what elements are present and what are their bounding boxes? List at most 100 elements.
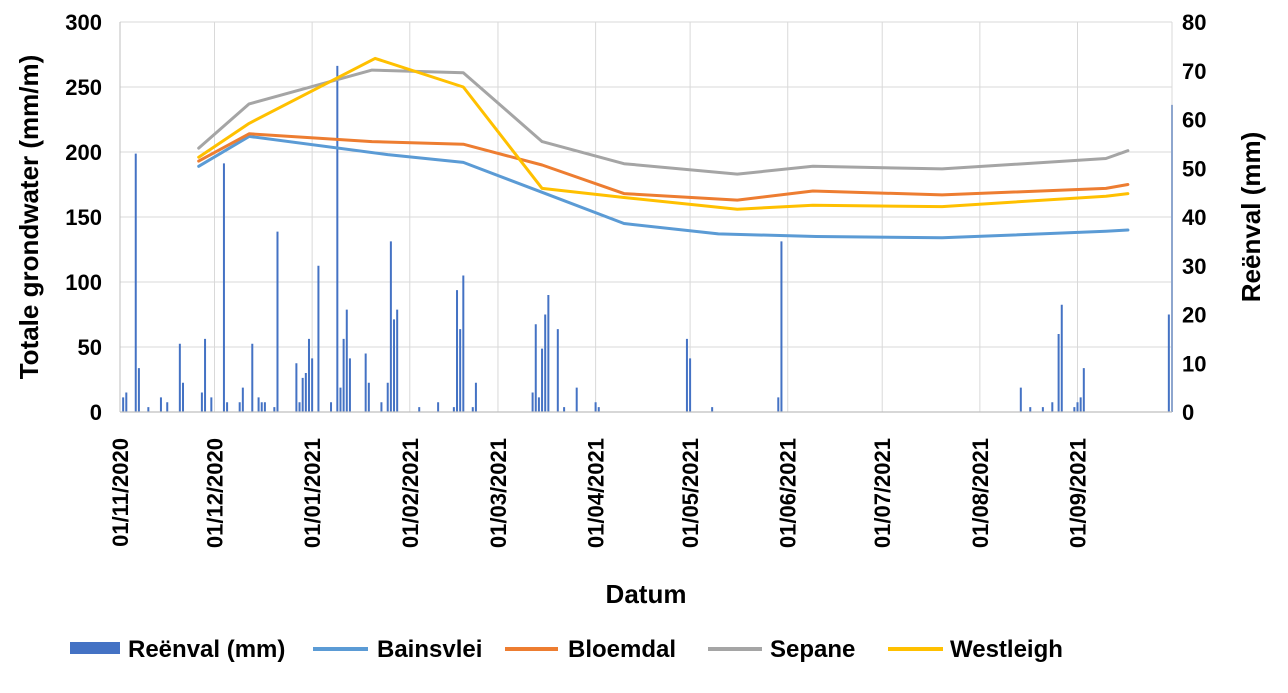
rainfall-bar (597, 407, 600, 412)
rainfall-bar (575, 387, 578, 412)
y-tick-right: 40 (1182, 205, 1206, 230)
rainfall-bar (1082, 368, 1085, 412)
rainfall-bar (348, 358, 351, 412)
rainfall-bar (204, 338, 207, 412)
rainfall-bars (122, 65, 1173, 412)
rainfall-bar (594, 402, 597, 412)
tick-labels: 0 50 100 150 200 250 300 0 10 20 30 40 50 60 70 80 01/11… (65, 10, 1206, 548)
rainfall-bar (295, 363, 298, 412)
y-axis-title-left: Totale grondwater (mm/m) (14, 55, 44, 380)
y-tick-right: 50 (1182, 156, 1206, 181)
y-tick-right: 20 (1182, 303, 1206, 328)
rainfall-bar (137, 368, 140, 412)
rainfall-bar (238, 402, 241, 412)
rainfall-bar (537, 397, 540, 412)
y-tick-left: 250 (65, 75, 102, 100)
rainfall-bar (471, 407, 474, 412)
y-tick-left: 300 (65, 10, 102, 35)
x-tick-label: 01/02/2021 (398, 438, 423, 548)
x-tick-label: 01/04/2021 (584, 438, 609, 548)
legend: Reënval (mm) Bainsvlei Bloemdal Sepane W… (70, 636, 1063, 663)
rainfall-bar (380, 402, 383, 412)
rainfall-bar (260, 402, 263, 412)
x-tick-label: 01/05/2021 (678, 438, 703, 548)
legend-label-rainfall: Reënval (mm) (128, 636, 285, 663)
rainfall-bar (534, 324, 537, 412)
y-tick-right: 80 (1182, 10, 1206, 35)
rainfall-bar (200, 392, 203, 412)
rainfall-bar (393, 319, 396, 412)
rainfall-bar (122, 397, 125, 412)
rainfall-bar (273, 407, 276, 412)
x-tick-label: 01/08/2021 (968, 438, 993, 548)
y-tick-left: 150 (65, 205, 102, 230)
rainfall-bar (437, 402, 440, 412)
x-tick-label: 01/12/2020 (202, 438, 227, 548)
rainfall-bar (298, 402, 301, 412)
rainfall-bar (711, 407, 714, 412)
rainfall-bar (210, 397, 213, 412)
rainfall-bar (1079, 397, 1082, 412)
y-tick-right: 70 (1182, 59, 1206, 84)
rainfall-bar (181, 382, 184, 412)
rainfall-bar (178, 343, 181, 412)
rainfall-bar (166, 402, 169, 412)
rainfall-bar (364, 353, 367, 412)
rainfall-bar (330, 402, 333, 412)
rainfall-bar (345, 309, 348, 412)
rainfall-bar (456, 290, 459, 412)
rainfall-bar (1019, 387, 1022, 412)
x-tick-label: 01/07/2021 (870, 438, 895, 548)
legend-label-bloemdal: Bloemdal (568, 636, 676, 663)
y-tick-right: 60 (1182, 108, 1206, 133)
rainfall-bar (304, 373, 307, 412)
rainfall-bar (342, 338, 345, 412)
rainfall-bar (685, 338, 688, 412)
x-tick-label: 01/06/2021 (776, 438, 801, 548)
rainfall-bar (462, 275, 465, 412)
rainfall-bar (1076, 402, 1079, 412)
rainfall-bar (125, 392, 128, 412)
x-tick-label: 01/11/2020 (108, 438, 133, 547)
rainfall-bar (1073, 407, 1076, 412)
y-tick-left: 200 (65, 140, 102, 165)
rainfall-bar (547, 295, 550, 412)
y-tick-left: 0 (90, 400, 102, 425)
series-line-bainsvlei (197, 134, 1130, 240)
rainfall-bar (317, 265, 320, 412)
rainfall-bar (1057, 334, 1060, 412)
rainfall-bar (311, 358, 314, 412)
rainfall-bar (474, 382, 477, 412)
rainfall-bar (689, 358, 692, 412)
series-line-bloemdal (197, 132, 1130, 202)
legend-label-bainsvlei: Bainsvlei (377, 636, 482, 663)
rainfall-bar (222, 163, 225, 412)
legend-label-sepane: Sepane (770, 636, 855, 663)
x-tick-label: 01/01/2021 (300, 438, 325, 548)
rainfall-bar (307, 338, 310, 412)
y-tick-left: 100 (65, 270, 102, 295)
x-tick-label: 01/09/2021 (1066, 438, 1091, 548)
y-axis-title-right: Reënval (mm) (1236, 132, 1266, 303)
rainfall-bar (134, 153, 137, 412)
rainfall-bar (563, 407, 566, 412)
rainfall-bar (301, 377, 304, 412)
y-tick-right: 10 (1182, 351, 1206, 376)
rainfall-bar (147, 407, 150, 412)
rainfall-bar (541, 348, 544, 412)
legend-swatch-rainfall (70, 642, 120, 654)
rainfall-bar (263, 402, 266, 412)
rainfall-bar (251, 343, 254, 412)
series-line-westleigh (197, 56, 1130, 211)
x-axis-title: Datum (606, 579, 687, 609)
rainfall-bar (336, 65, 339, 412)
x-tick-label: 01/03/2021 (486, 438, 511, 548)
rainfall-bar (777, 397, 780, 412)
series-lines (197, 56, 1130, 240)
axes (119, 21, 1173, 413)
rainfall-bar (1060, 304, 1063, 412)
rainfall-bar (1029, 407, 1032, 412)
rainfall-bar (386, 382, 389, 412)
rainfall-bar (389, 241, 392, 412)
